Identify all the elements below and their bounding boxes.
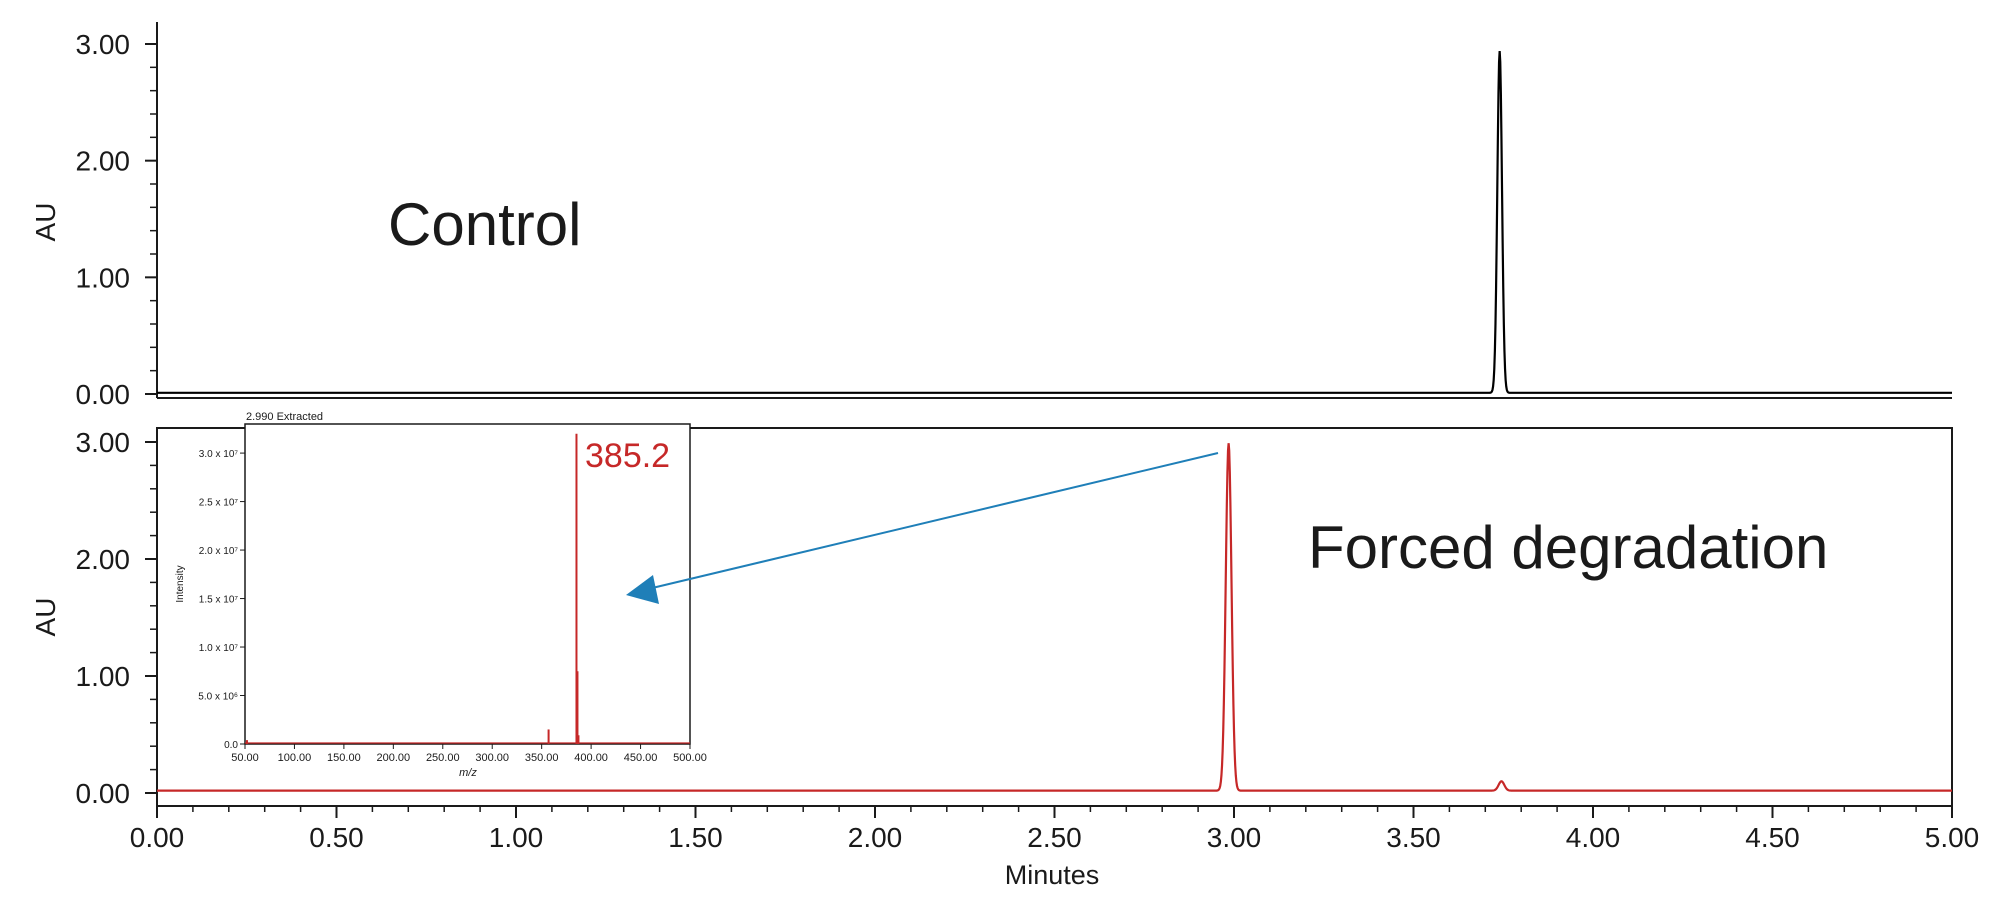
x-tick-label: 0.50	[309, 822, 364, 853]
inset-x-tick-label: 400.00	[574, 752, 608, 764]
x-tick-label: 2.00	[848, 822, 903, 853]
control-trace	[157, 50, 1952, 394]
inset-background	[245, 424, 690, 744]
bottom-y-tick-label: 2.00	[76, 544, 131, 575]
x-tick-label: 4.50	[1745, 822, 1800, 853]
inset-x-tick-label: 500.00	[673, 752, 707, 764]
inset-title: 2.990 Extracted	[246, 411, 323, 423]
inset-frame	[244, 423, 691, 745]
inset-x-axis-label: m/z	[459, 767, 477, 779]
inset-x-tick-label: 100.00	[278, 752, 312, 764]
bottom-y-tick-label: 0.00	[76, 778, 131, 809]
inset-x-tick-label: 200.00	[377, 752, 411, 764]
top-y-axis-label: AU	[30, 203, 61, 242]
inset-spectrum-sticks	[245, 433, 690, 744]
inset-y-tick-label: 5.0 x 10⁶	[198, 692, 238, 703]
control-annotation: Control	[388, 191, 581, 258]
base-peak-label: 385.2	[585, 437, 670, 475]
inset-x-tick-label: 450.00	[624, 752, 658, 764]
bottom-y-axis-label: AU	[30, 598, 61, 637]
control-panel: 0.00 1.00 2.00 3.00 AU Control	[30, 22, 1952, 410]
inset-y-axis-label: Intensity	[175, 565, 186, 602]
mass-spectrum-inset: 2.990 Extracted Intensity m/z 0.0 5.0 x 1…	[175, 411, 707, 779]
x-tick-label: 1.00	[489, 822, 544, 853]
x-tick-label: 0.00	[130, 822, 185, 853]
inset-y-tick-label: 2.0 x 10⁷	[199, 546, 239, 557]
bottom-y-ticks: 0.00 1.00 2.00 3.00	[76, 427, 157, 809]
inset-x-tick-label: 350.00	[525, 752, 559, 764]
inset-x-tick-label: 150.00	[327, 752, 361, 764]
top-y-tick-label: 1.00	[76, 262, 131, 293]
forced-degradation-panel: 0.00 1.00 2.00 3.00 0.00 0.50 1.00 1.50 2.00 2.5…	[30, 427, 1979, 890]
inset-y-tick-label: 1.0 x 10⁷	[199, 643, 239, 654]
inset-y-tick-label: 1.5 x 10⁷	[199, 595, 239, 606]
x-tick-label: 1.50	[668, 822, 723, 853]
callout-arrow	[626, 452, 1219, 604]
inset-y-tick-label: 3.0 x 10⁷	[199, 449, 239, 460]
x-tick-label: 4.00	[1566, 822, 1621, 853]
inset-x-tick-label: 50.00	[231, 752, 259, 764]
top-y-tick-label: 0.00	[76, 379, 131, 410]
x-tick-label: 3.00	[1207, 822, 1262, 853]
forced-degradation-trace	[157, 443, 1952, 792]
bottom-y-tick-label: 3.00	[76, 427, 131, 458]
inset-x-tick-label: 250.00	[426, 752, 460, 764]
inset-x-ticks: 50.00 100.00 150.00 200.00 250.00 300.00 350.0…	[231, 744, 707, 764]
inset-y-tick-label: 0.0	[224, 740, 238, 751]
top-y-tick-label: 3.00	[76, 29, 131, 60]
x-tick-label: 5.00	[1925, 822, 1980, 853]
inset-x-tick-label: 300.00	[475, 752, 509, 764]
x-tick-label: 3.50	[1386, 822, 1441, 853]
arrow-line	[647, 452, 1219, 590]
inset-y-tick-label: 2.5 x 10⁷	[199, 498, 239, 509]
top-y-tick-label: 2.00	[76, 146, 131, 177]
arrow-head	[626, 575, 659, 604]
top-y-ticks: 0.00 1.00 2.00 3.00	[76, 29, 157, 410]
inset-y-ticks: 0.0 5.0 x 10⁶ 1.0 x 10⁷ 1.5 x 10⁷ 2.0 x 10⁷ 2…	[198, 449, 245, 751]
forced-degradation-annotation: Forced degradation	[1308, 514, 1828, 581]
x-tick-label: 2.50	[1027, 822, 1082, 853]
bottom-x-ticks: 0.00 0.50 1.00 1.50 2.00 2.50 3.00 3.50 4.00 4.50…	[130, 806, 1980, 853]
x-axis-label: Minutes	[1005, 860, 1100, 890]
bottom-y-tick-label: 1.00	[76, 661, 131, 692]
